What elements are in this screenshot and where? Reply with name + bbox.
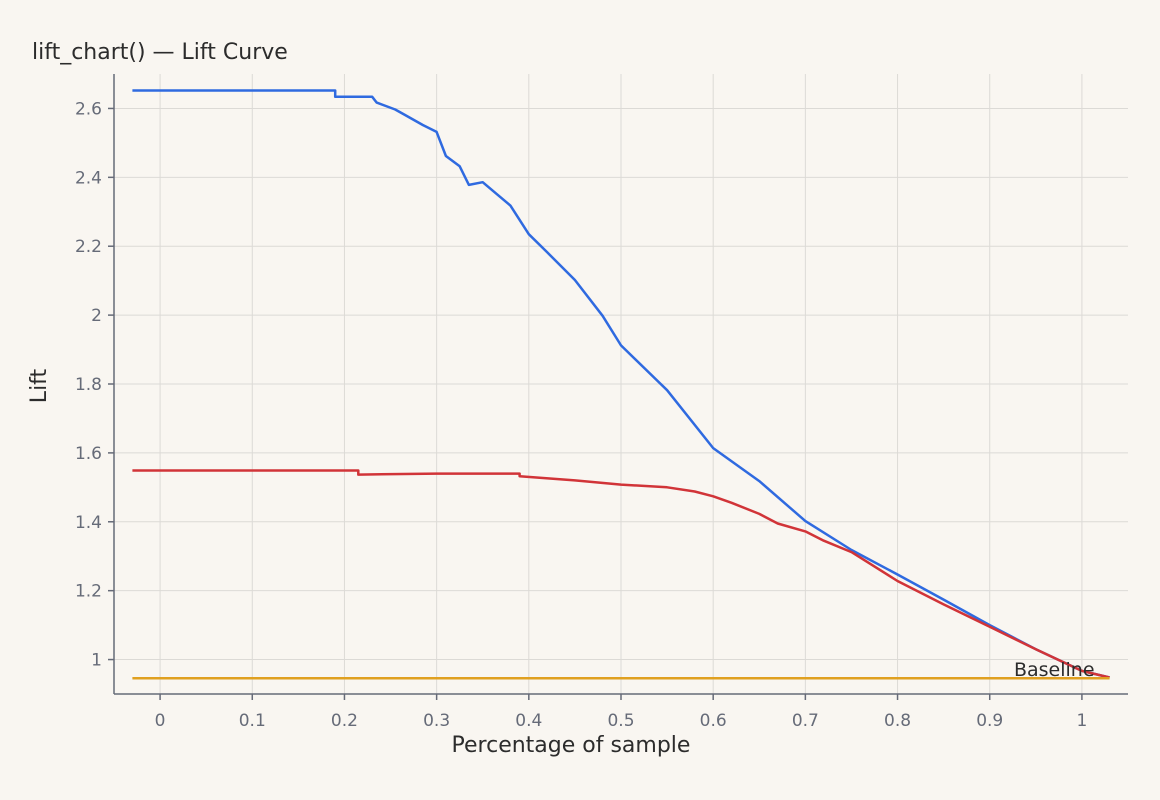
x-tick-label: 0.9 [976,711,1003,731]
y-tick-label: 2.2 [75,237,102,257]
y-tick-label: 1.2 [75,582,102,602]
y-tick-label: 2.4 [75,168,102,188]
x-tick-label: 0.4 [515,711,542,731]
y-tick-label: 1.6 [75,444,102,464]
x-tick-label: 0.7 [792,711,819,731]
series-lines [132,89,1110,680]
axes [108,74,1128,700]
x-tick-label: 0.2 [331,711,358,731]
y-tick-label: 2 [91,306,102,326]
x-tick-label: 0.1 [239,711,266,731]
y-tick-label: 1 [91,651,102,671]
x-tick-label: 0.8 [884,711,911,731]
y-tick-label: 2.6 [75,99,102,119]
baseline-annotation: Baseline [1014,659,1095,681]
x-tick-label: 1 [1076,711,1087,731]
x-axis-label: Percentage of sample [452,733,691,758]
x-tick-label: 0.6 [700,711,727,731]
y-tick-label: 1.4 [75,513,102,533]
y-axis-label: Lift [27,368,52,403]
x-tick-label: 0.5 [607,711,634,731]
series-a-line [132,89,1110,679]
x-tick-label: 0.3 [423,711,450,731]
series-b-line [132,469,1110,679]
grid [114,74,1128,694]
y-tick-label: 1.8 [75,375,102,395]
x-tick-label: 0 [155,711,166,731]
tick-labels: 0 0.1 0.2 0.3 0.4 0.5 0.6 0.7 0.8 0.9 1 1 1.2 1.4 1.6 1… [75,99,1087,731]
chart-title: lift_chart() — Lift Curve [32,40,288,65]
